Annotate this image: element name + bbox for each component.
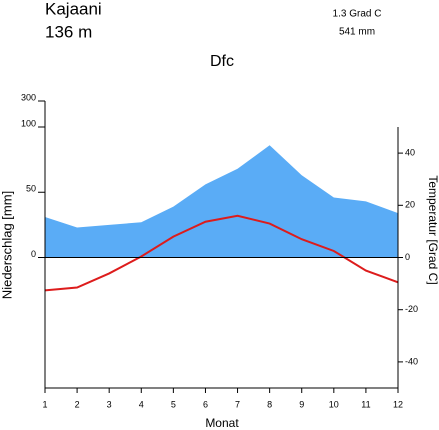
- x-tick-label: 8: [267, 399, 272, 409]
- chart-subtitle: 136 m: [45, 22, 92, 41]
- x-tick-label: 4: [139, 399, 144, 409]
- y2-tick-label: 40: [405, 147, 415, 157]
- x-tick-label: 2: [75, 399, 80, 409]
- x-tick-label: 11: [361, 399, 370, 409]
- annotation: 1.3 Grad C: [333, 9, 382, 20]
- y2-axis-label: Temperatur [Grad C]: [426, 175, 439, 284]
- y2-tick-label: 0: [405, 252, 410, 262]
- y-tick-label: 300: [21, 92, 36, 102]
- y2-tick-label: -20: [405, 304, 418, 314]
- chart-title: Kajaani: [45, 0, 102, 18]
- x-tick-label: 3: [107, 399, 112, 409]
- climate-class: Dfc: [210, 53, 234, 70]
- x-tick-label: 5: [171, 399, 176, 409]
- x-tick-label: 10: [329, 399, 339, 409]
- precipitation-area: [45, 145, 398, 258]
- y2-tick-label: 20: [405, 200, 415, 210]
- x-tick-label: 7: [235, 399, 240, 409]
- x-tick-label: 9: [299, 399, 304, 409]
- y-tick-label: 0: [31, 249, 36, 259]
- y2-tick-label: -40: [405, 356, 418, 366]
- x-tick-label: 1: [42, 399, 47, 409]
- annotation: 541 mm: [339, 27, 375, 38]
- x-tick-label: 6: [203, 399, 208, 409]
- x-tick-label: 12: [393, 399, 403, 409]
- temperature-line: [44, 214, 399, 292]
- y-tick-label: 100: [21, 118, 36, 128]
- x-axis-label: Monat: [205, 416, 239, 430]
- y-tick-label: 50: [26, 184, 36, 194]
- y-axis-label: Niederschlag [mm]: [0, 191, 14, 299]
